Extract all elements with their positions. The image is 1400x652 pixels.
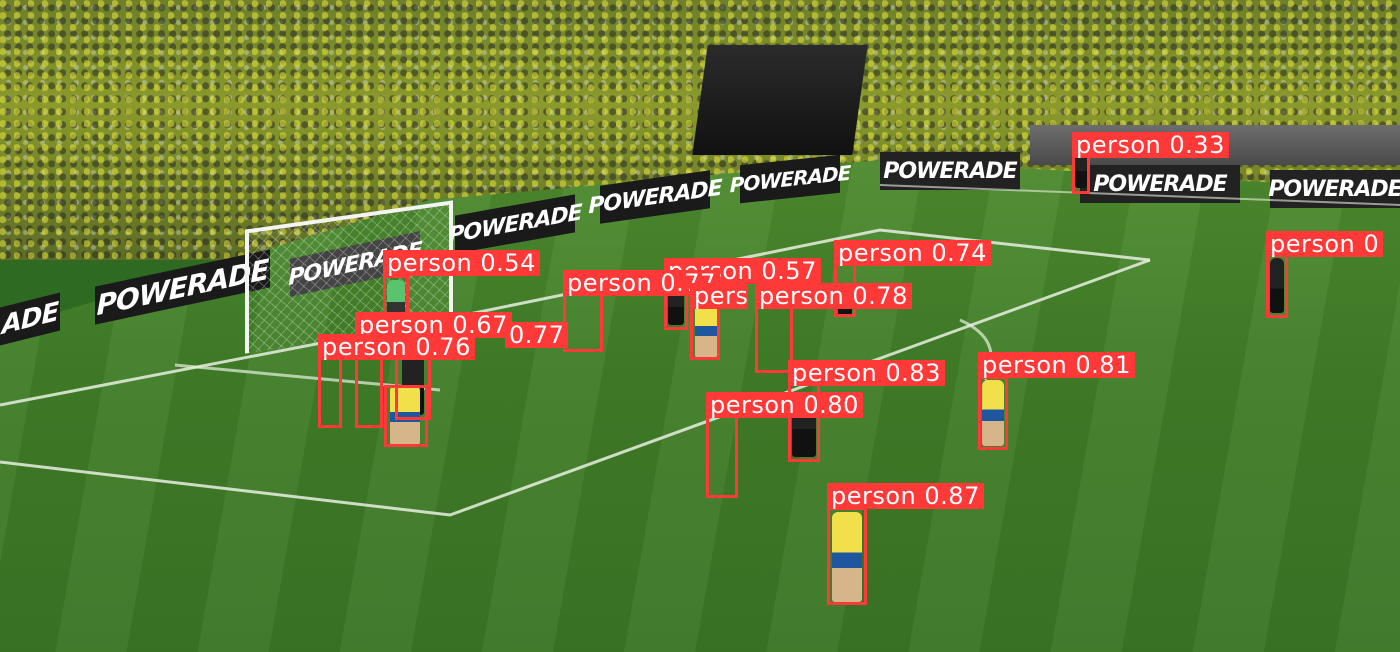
detection-label: person 0.81 [978, 352, 1135, 378]
detection-box [318, 350, 342, 428]
detection-label: person 0.80 [706, 392, 863, 418]
detection-label: person 0.78 [755, 283, 912, 309]
detection-label: person 0.67 [355, 312, 512, 338]
detection-label: person 0.33 [1072, 132, 1229, 158]
player-dark [1270, 258, 1284, 313]
detection-box [1266, 253, 1288, 318]
detection-box [978, 376, 1008, 450]
player-yellow [832, 512, 862, 602]
detection-label: pers [690, 283, 749, 309]
detection-box [384, 385, 428, 447]
detection-label: person 0.54 [383, 250, 540, 276]
player-yellow [695, 300, 717, 358]
player-dark [1075, 150, 1087, 188]
detection-label: person 0.87 [827, 483, 984, 509]
player-goalkeeper [387, 280, 405, 320]
detection-box [563, 292, 603, 352]
detection-label: person 0.74 [834, 240, 991, 266]
detection-box [827, 507, 867, 605]
detection-label: person 0.83 [788, 360, 945, 386]
detection-label: person 0 [1266, 231, 1384, 257]
ad-board: POWERADE [880, 152, 1020, 190]
player-yellow [982, 380, 1004, 446]
detection-label: person 0.76 [318, 334, 475, 360]
detection-label: 0.77 [505, 322, 569, 348]
detection-box [706, 414, 738, 498]
